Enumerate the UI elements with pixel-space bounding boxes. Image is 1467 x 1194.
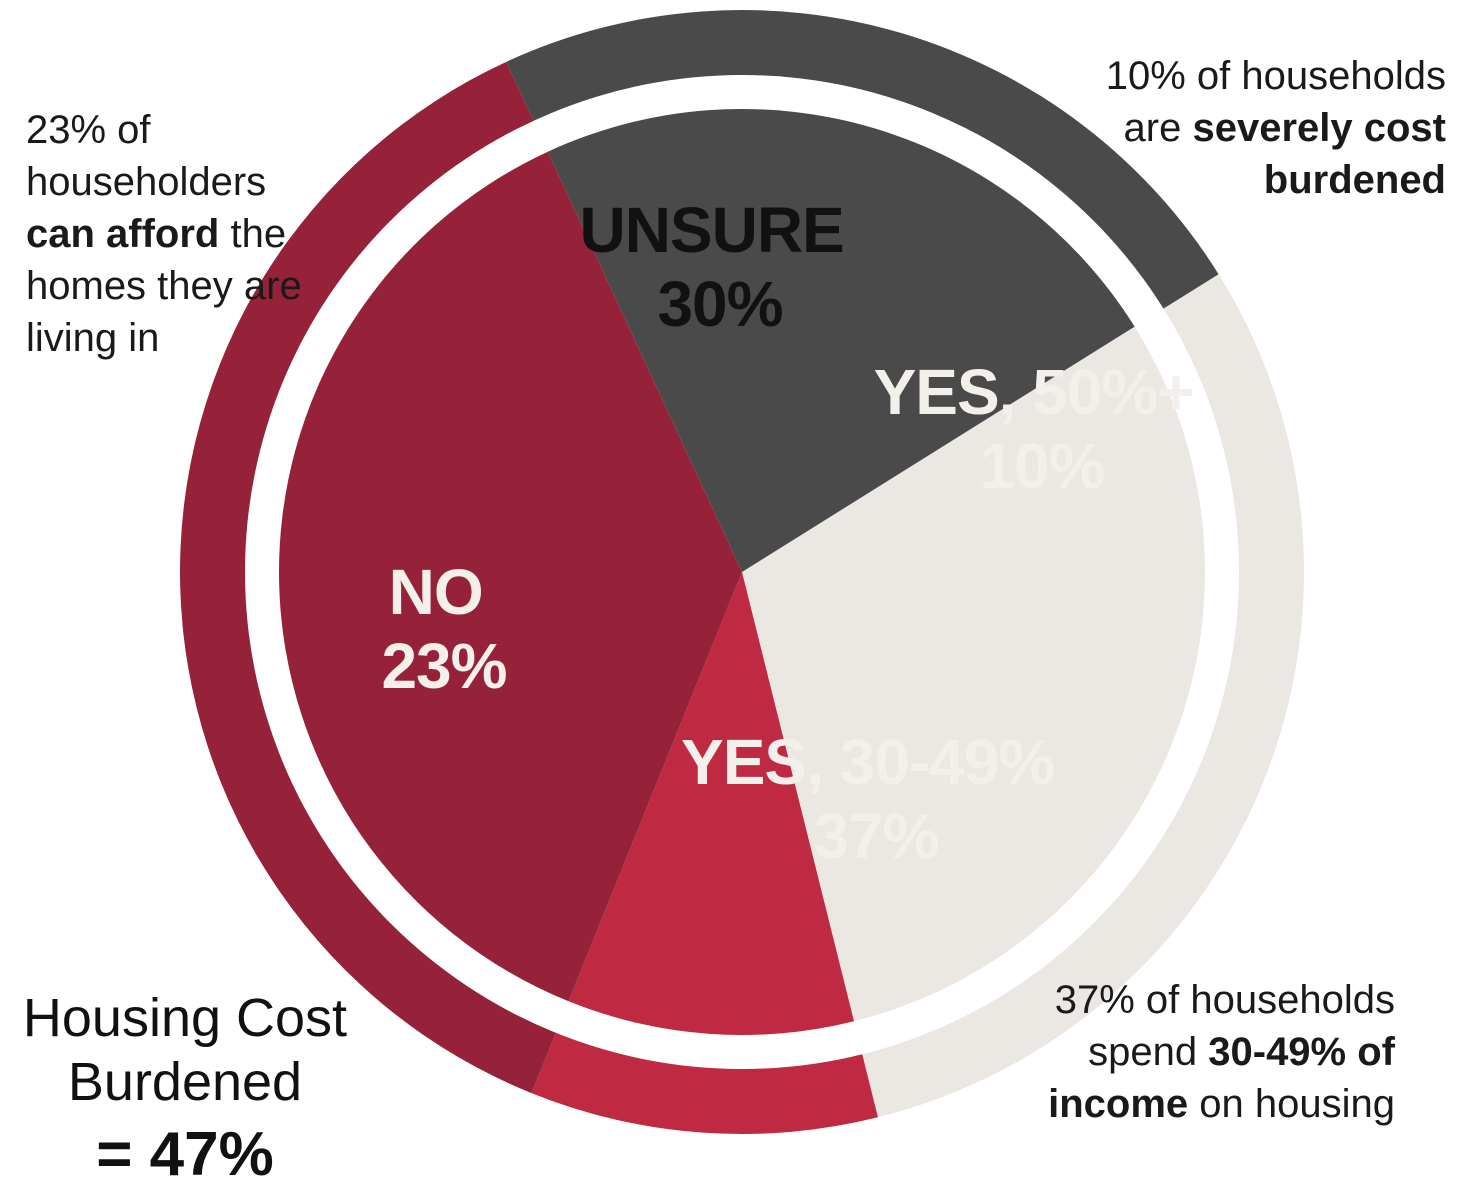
label-yes30: YES, 30-49% 37% — [681, 726, 1071, 872]
summary: Housing Cost Burdened = 47% — [0, 986, 370, 1194]
pie-slice-yes30 — [278, 151, 742, 1002]
label-unsure-value: 30% — [657, 268, 782, 340]
slice-labels: UNSURE 30% YES, 50%+ 10% YES, 30-49% 37%… — [381, 194, 1211, 872]
label-yes30-value: 37% — [813, 800, 938, 872]
summary-title: Housing Cost Burdened — [22, 988, 348, 1112]
annotation-moderate: 37% of households spend 30-49% of income… — [995, 974, 1395, 1130]
annotation-afford: 23% of householders can afford the homes… — [26, 104, 326, 364]
annotation-moderate-bold: 30-49% of income — [1048, 1030, 1395, 1126]
label-unsure-name: UNSURE — [579, 194, 843, 266]
summary-value: = 47% — [96, 1120, 274, 1189]
label-no-value: 23% — [381, 630, 506, 702]
annotation-moderate-post: on housing — [1188, 1082, 1395, 1126]
pie-slice-yes50 — [568, 572, 855, 1036]
annotation-afford-bold: can afford — [26, 212, 220, 256]
annotation-afford-post: the homes they are living in — [26, 212, 302, 360]
annotation-severe-pre: 10% of households are — [1105, 54, 1446, 150]
label-no: NO 23% — [381, 556, 506, 702]
label-yes50-name: YES, 50%+ — [874, 356, 1194, 428]
label-yes50-value: 10% — [979, 430, 1104, 502]
annotation-severe: 10% of households are severely cost burd… — [1086, 50, 1446, 206]
label-yes50: YES, 50%+ 10% — [874, 356, 1211, 502]
inner-pie — [278, 108, 1206, 1036]
label-yes30-name: YES, 30-49% — [681, 726, 1054, 798]
pie-slice-unsure — [742, 326, 1206, 1022]
label-no-name: NO — [389, 556, 483, 628]
annotation-severe-bold: severely cost burdened — [1192, 106, 1446, 202]
pie-slice-no — [547, 108, 1135, 572]
annotation-moderate-pre: 37% of households spend — [1054, 978, 1395, 1074]
annotation-afford-pre: 23% of householders — [26, 108, 267, 204]
label-unsure: UNSURE 30% — [579, 194, 860, 340]
